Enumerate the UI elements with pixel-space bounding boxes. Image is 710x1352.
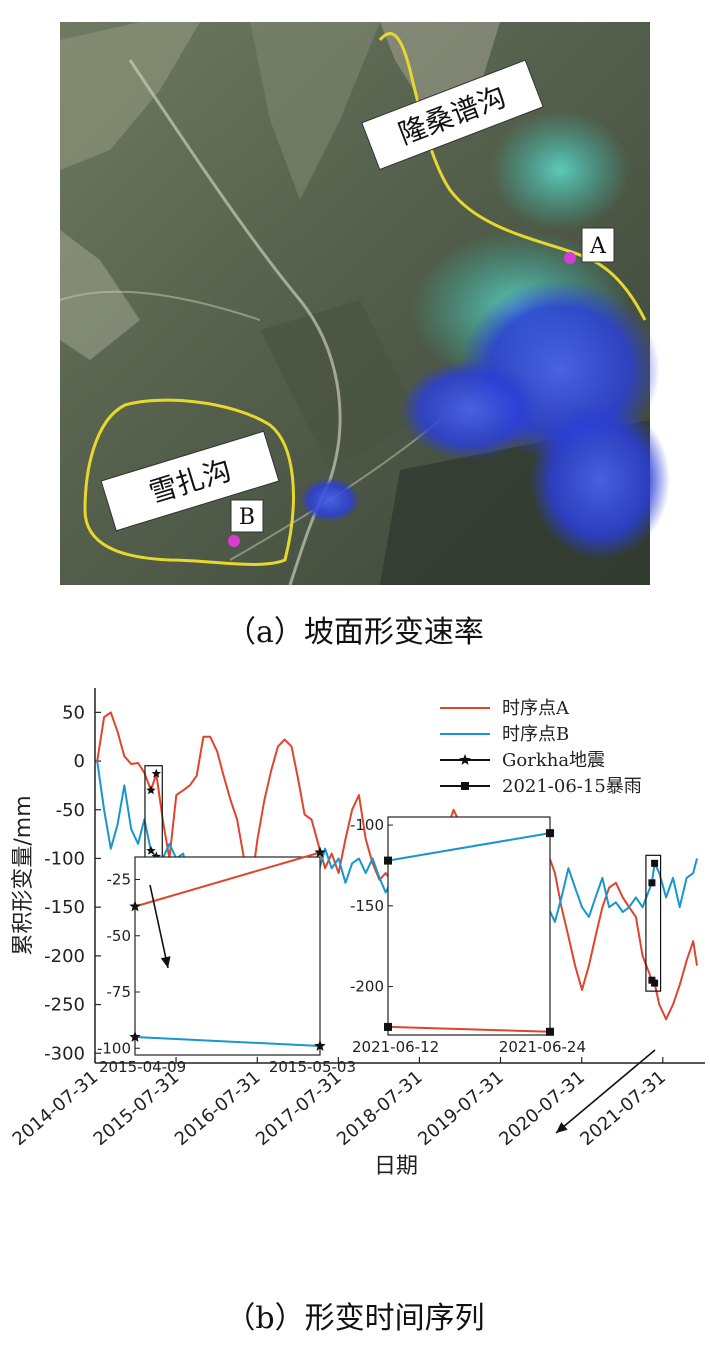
y-tick-label: -300 <box>44 1043 85 1064</box>
x-tick-label: 2021-07-31 <box>576 1067 670 1150</box>
arrow-line <box>555 1049 656 1134</box>
x-tick-label: 2014-07-31 <box>9 1067 103 1150</box>
legend-label: 时序点A <box>502 698 570 719</box>
legend-star-icon <box>459 754 471 765</box>
x-tick-label: 2018-07-31 <box>333 1067 427 1150</box>
legend-square-icon <box>461 782 469 790</box>
inset-star-marker <box>129 900 141 912</box>
x-tick-label: 2017-07-31 <box>252 1067 346 1150</box>
x-tick-label: 2015-07-31 <box>90 1067 184 1150</box>
panel-b-caption: （b）形变时间序列 <box>225 1301 484 1336</box>
y-tick-label: 0 <box>74 751 85 772</box>
svg-text:A: A <box>589 234 607 259</box>
deformation-velocity-overlay <box>300 110 670 560</box>
inset-series-b <box>387 832 551 862</box>
panel-a-figure: 隆桑谱沟 雪扎沟 A B （a）坡面形变速率 <box>59 22 670 650</box>
y-tick-label: -100 <box>44 848 85 869</box>
svg-text:B: B <box>239 505 255 530</box>
inset-series-b <box>134 1036 321 1047</box>
inset-y-tick-label: -75 <box>107 983 132 1001</box>
inset-y-tick-label: -100 <box>350 816 384 834</box>
inset-y-tick-label: -150 <box>350 897 384 915</box>
panel-b-figure: 500-50-100-150-200-250-3002014-07-312015… <box>9 688 705 1336</box>
legend-label: Gorkha地震 <box>502 750 605 771</box>
inset-square-marker <box>384 1022 392 1031</box>
inset-y-tick-label: -25 <box>107 871 132 889</box>
x-tick-label: 2020-07-31 <box>495 1067 589 1150</box>
y-tick-label: -50 <box>56 800 85 821</box>
event-marker-square <box>651 979 659 987</box>
point-a-marker: A <box>564 227 615 264</box>
inset-series-a <box>387 1025 551 1033</box>
inset-star-marker <box>129 1031 141 1042</box>
inset-square-marker <box>546 1027 554 1036</box>
gully-boundaries <box>83 32 647 566</box>
inset-frame <box>134 856 321 1056</box>
y-tick-label: -250 <box>44 995 85 1016</box>
panel-a-caption: （a）坡面形变速率 <box>226 615 484 650</box>
inset-square-marker <box>384 856 392 865</box>
callout-arrows <box>149 884 656 1134</box>
inset-rainstorm-2021: -100 -150 -200 2021-06-12 2021-06-24 <box>350 816 586 1056</box>
highlight-box-2 <box>645 854 662 992</box>
arrow-head <box>160 956 171 968</box>
inset-y-tick-label: -200 <box>350 978 384 996</box>
x-tick-label: 2019-07-31 <box>414 1067 508 1150</box>
event-marker-square <box>648 879 656 887</box>
y-tick-label: 50 <box>62 702 85 723</box>
y-tick-label: -200 <box>44 946 85 967</box>
event-marker-star <box>151 768 161 778</box>
event-marker-square <box>651 859 659 867</box>
inset-star-marker <box>314 846 326 858</box>
event-marker-star <box>146 845 156 855</box>
y-tick-label: -150 <box>44 897 85 918</box>
inset-square-marker <box>546 829 554 838</box>
arrow-head <box>556 1122 568 1133</box>
inset-y-tick-label: -50 <box>107 927 132 945</box>
inset-y-tick-label: -100 <box>97 1039 131 1057</box>
inset-star-marker <box>314 1040 326 1051</box>
inset-frame <box>387 816 551 1036</box>
inset-series-a <box>134 851 321 908</box>
event-marker-star <box>146 785 156 795</box>
y-axis-title: 累积形变量/mm <box>11 795 36 955</box>
inset-x-tick-label: 2015-05-03 <box>269 1058 356 1076</box>
inset-x-tick-label: 2021-06-24 <box>499 1038 586 1056</box>
point-b-marker: B <box>228 499 264 547</box>
arrow-line <box>149 884 169 969</box>
inset-x-tick-label: 2015-04-09 <box>99 1058 186 1076</box>
x-axis-title: 日期 <box>374 1154 418 1179</box>
legend: 时序点A 时序点B Gorkha地震 2021-06-15暴雨 <box>440 698 642 797</box>
legend-label: 时序点B <box>502 724 569 745</box>
legend-label: 2021-06-15暴雨 <box>502 776 642 797</box>
x-tick-label: 2016-07-31 <box>171 1067 265 1150</box>
inset-x-tick-label: 2021-06-12 <box>352 1038 439 1056</box>
